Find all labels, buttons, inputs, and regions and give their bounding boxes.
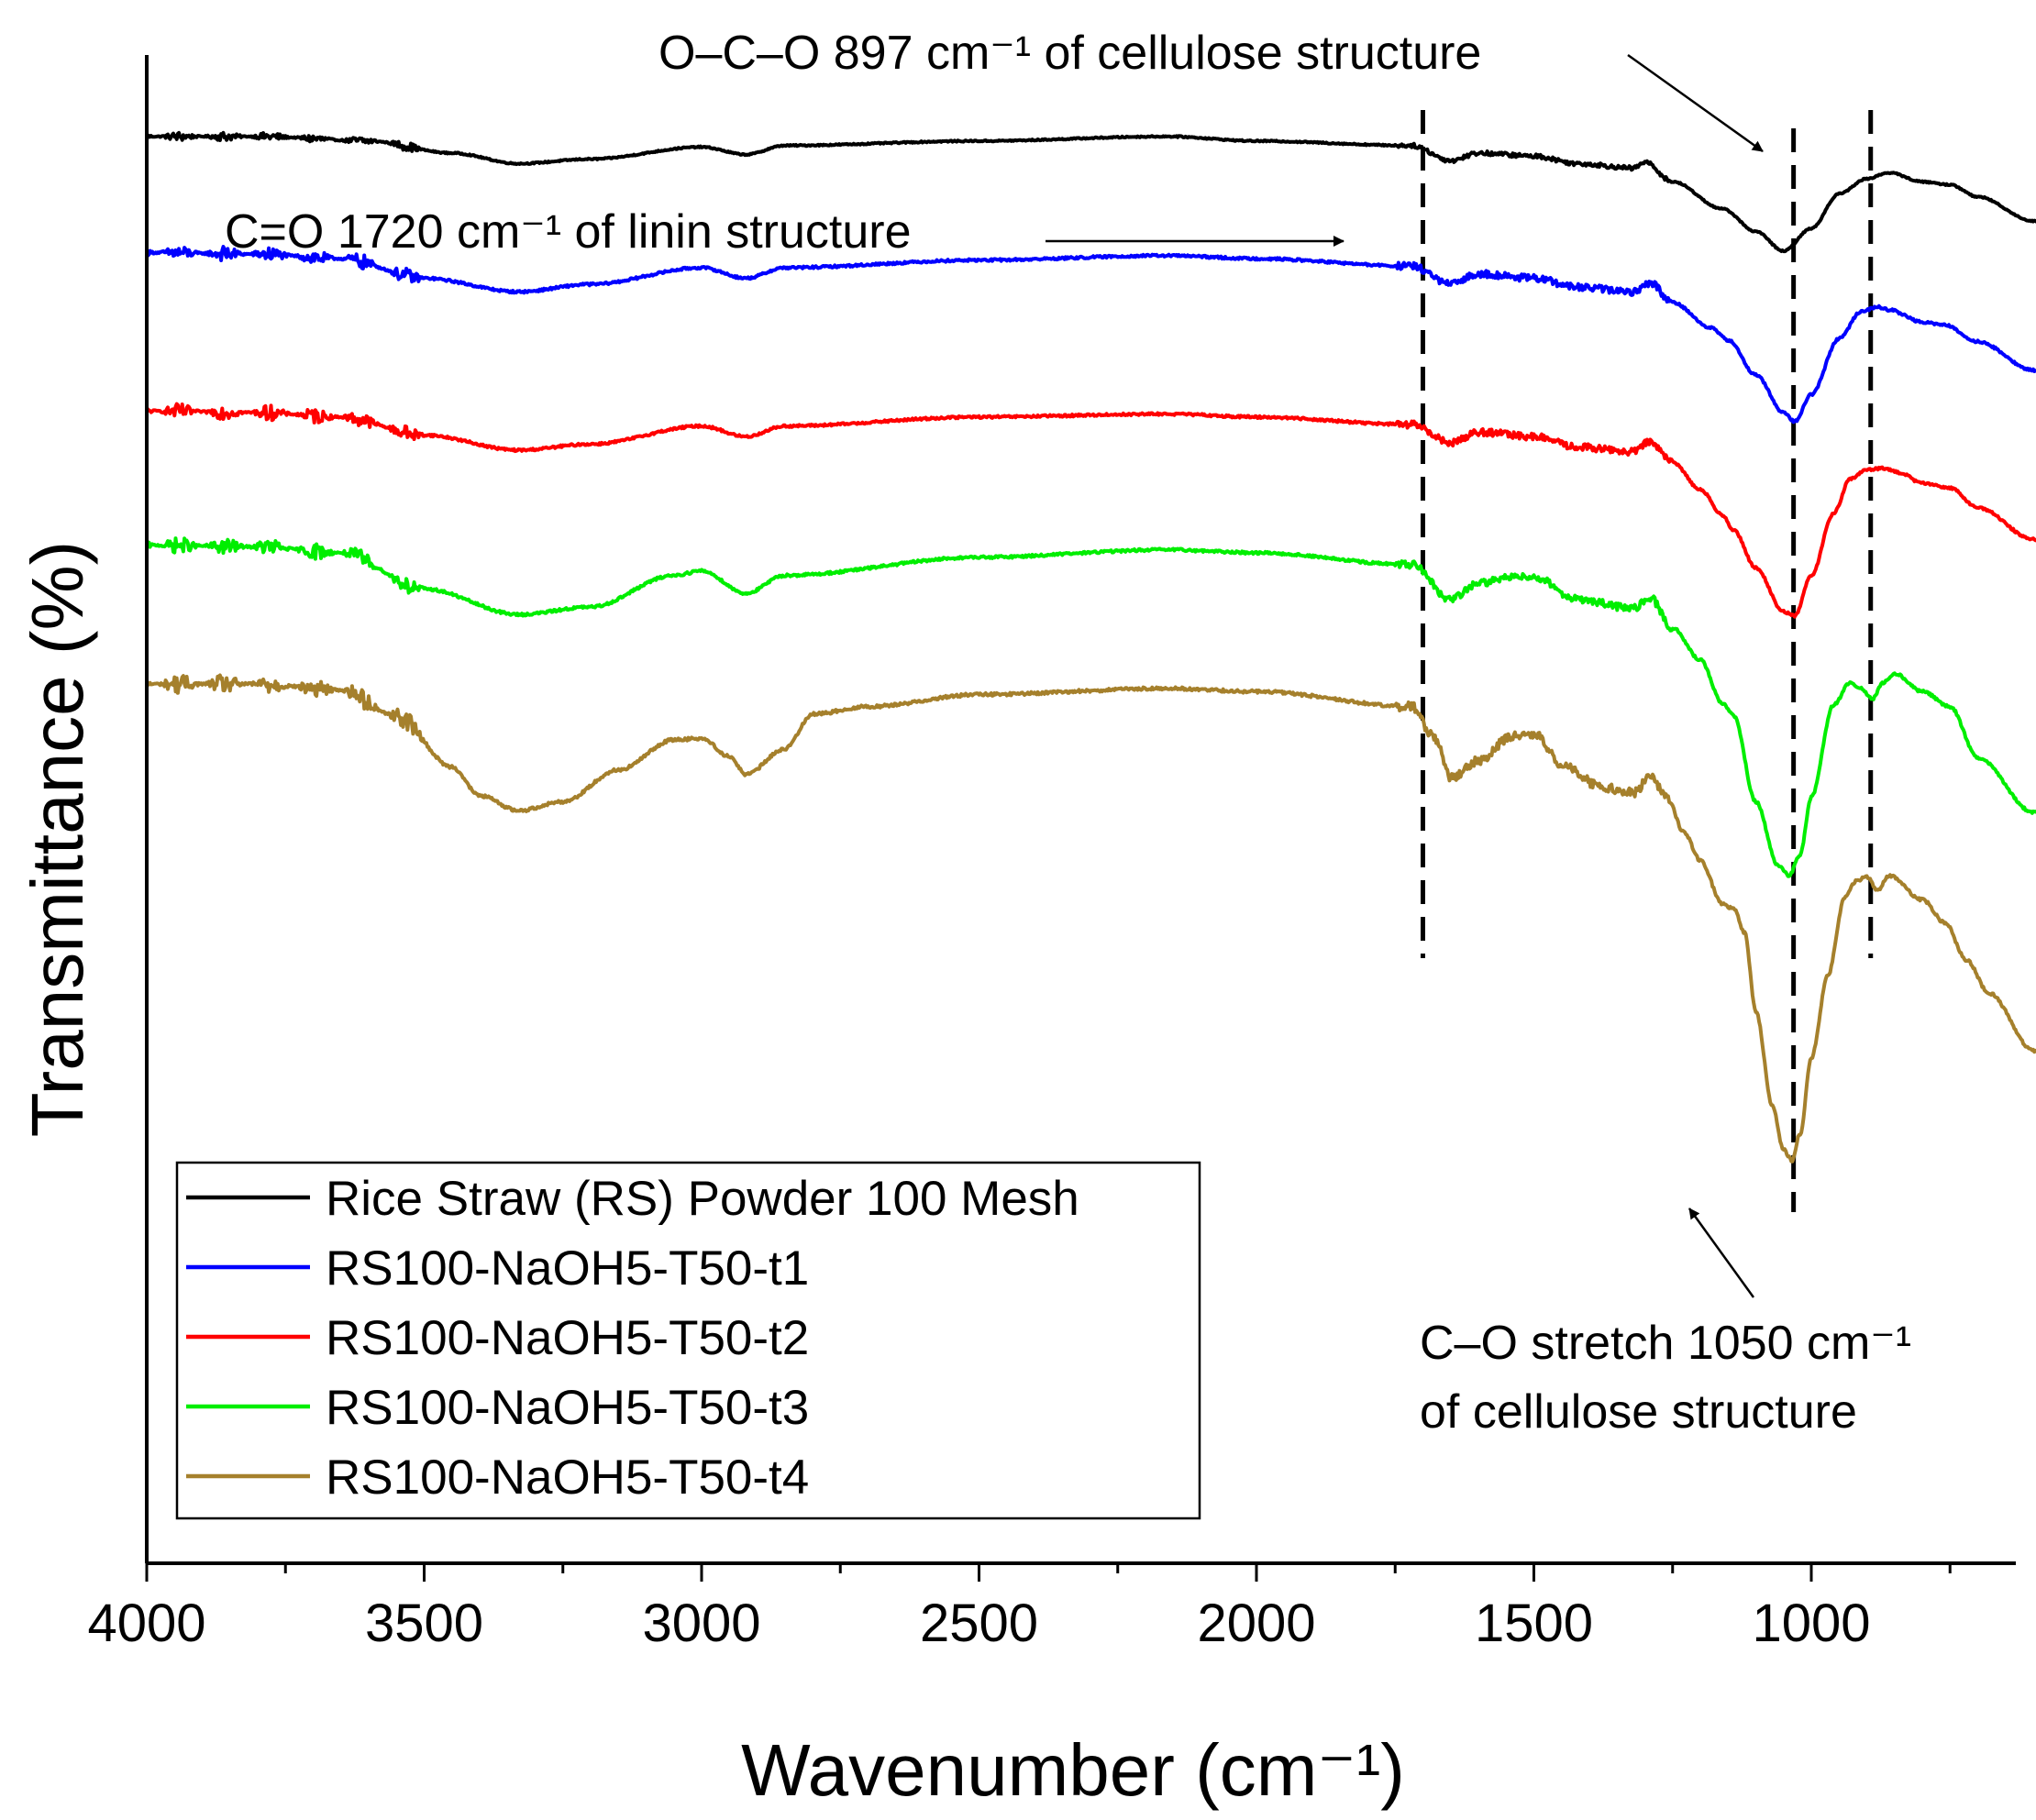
- annotation-cellulose-structure: of cellulose structure: [1420, 1385, 1857, 1439]
- annotation-co-stretch-1050: C–O stretch 1050 cm⁻¹: [1420, 1317, 1911, 1370]
- x-axis-title: Wavenumber (cm⁻¹): [741, 1729, 1405, 1811]
- annotation-ococ-897-arrow: [1627, 53, 1764, 153]
- x-tick-label: 3500: [365, 1594, 483, 1653]
- annotation-co-stretch-arrow: [1687, 1208, 1755, 1298]
- x-axis-ticks: 4000350030002500200015001000500: [87, 1563, 1952, 1653]
- x-tick-label: 2500: [920, 1594, 1038, 1653]
- series-line: [145, 673, 2036, 1164]
- spectra-series: [145, 130, 2036, 1164]
- x-tick-label: 2000: [1197, 1594, 1315, 1653]
- annotation-ococ-897: O–C–O 897 cm⁻¹ of cellulose structure: [658, 27, 1481, 80]
- legend-box: [175, 1161, 1201, 1520]
- legend-label-t1: RS100-NaOH5-T50-t1: [326, 1241, 809, 1296]
- legend-label-t4: RS100-NaOH5-T50-t4: [326, 1450, 809, 1505]
- reference-dashed-lines: [1421, 110, 1874, 1212]
- x-tick-label: 4000: [87, 1594, 205, 1653]
- x-tick-label: 3000: [642, 1594, 760, 1653]
- annotations: O–C–O 897 cm⁻¹ of cellulose structure C=…: [225, 27, 1911, 1439]
- annotation-co-1720: C=O 1720 cm⁻¹ of linin structure: [225, 205, 912, 259]
- legend-label-rs: Rice Straw (RS) Powder 100 Mesh: [326, 1172, 1079, 1226]
- series-line: [145, 130, 2036, 254]
- series-line: [145, 245, 2036, 425]
- x-tick-label: 1500: [1475, 1594, 1593, 1653]
- y-axis-title: Transmittance (%): [17, 541, 98, 1138]
- x-tick-label: 1000: [1752, 1594, 1870, 1653]
- legend-label-t2: RS100-NaOH5-T50-t2: [326, 1311, 809, 1365]
- legend: Rice Straw (RS) Powder 100 Mesh RS100-Na…: [175, 1161, 1201, 1520]
- series-line: [146, 402, 2036, 619]
- series-line: [145, 536, 2036, 878]
- legend-label-t3: RS100-NaOH5-T50-t3: [326, 1381, 809, 1435]
